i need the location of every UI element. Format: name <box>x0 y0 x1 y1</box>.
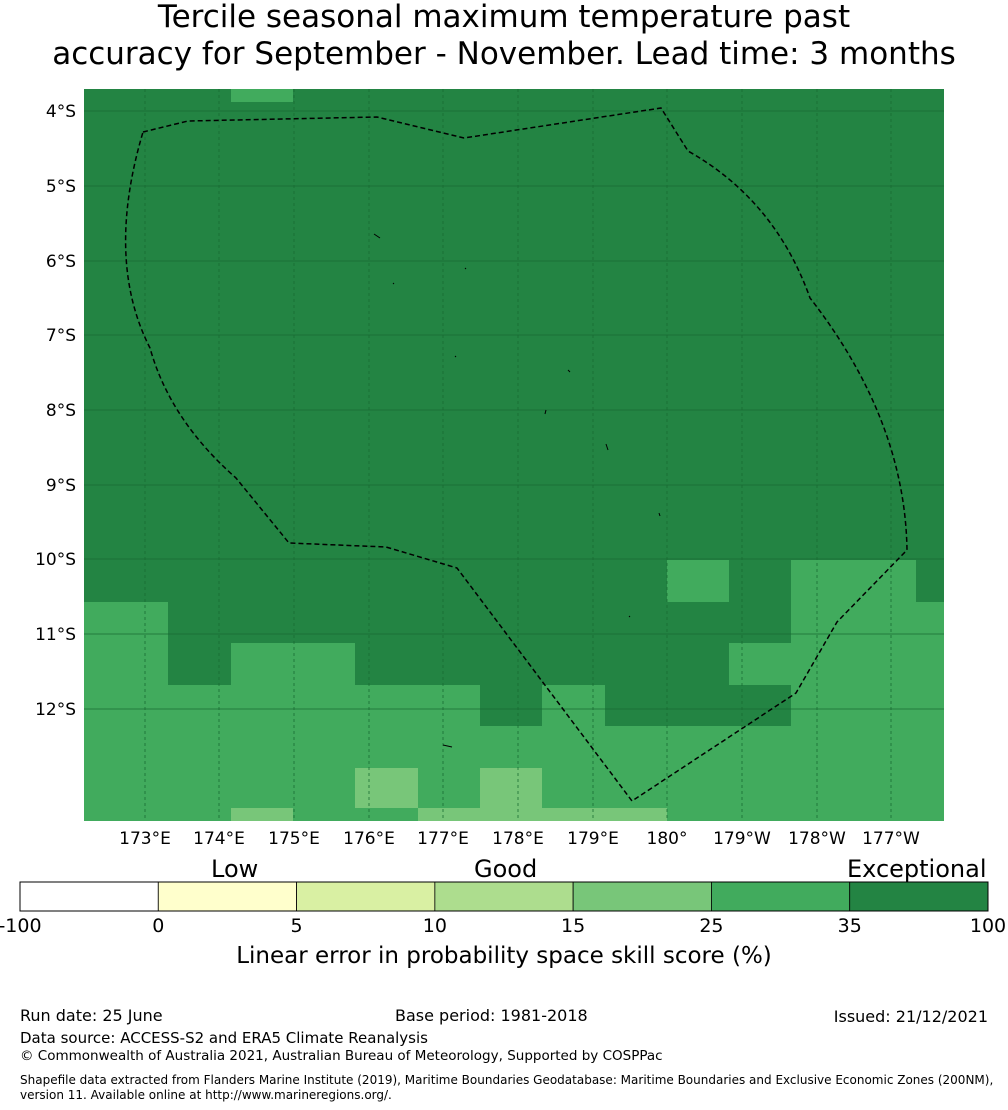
colorbar-tick-label: 15 <box>561 915 586 937</box>
latitude-label: 11°S <box>35 625 76 645</box>
issued-date: Issued: 21/12/2021 <box>833 1007 988 1026</box>
colorbar-segment <box>296 881 436 912</box>
longitude-label: 176°E <box>343 829 395 849</box>
skill-cell <box>231 808 293 821</box>
colorbar-category-exceptional: Exceptional <box>847 855 987 883</box>
colorbar-tick-label: 35 <box>837 915 862 937</box>
colorbar-tick-label: 10 <box>422 915 447 937</box>
longitude-label: 178°E <box>492 829 544 849</box>
skill-cell <box>542 685 605 821</box>
skill-cell <box>605 726 667 821</box>
colorbar-segment <box>572 881 712 912</box>
skill-cell <box>791 560 916 821</box>
colorbar-label: Linear error in probability space skill … <box>236 943 772 969</box>
longitude-label: 179°W <box>713 829 771 849</box>
longitude-label: 177°W <box>862 829 920 849</box>
skill-cell <box>729 643 791 685</box>
latitude-label: 10°S <box>35 550 76 570</box>
latitude-label: 5°S <box>46 177 76 197</box>
latitude-label: 4°S <box>46 102 76 122</box>
colorbar-tick-label: 100 <box>969 915 1007 937</box>
latitude-labels: 4°S 5°S 6°S 7°S 8°S 9°S 10°S 11°S 12°S <box>35 102 76 720</box>
latitude-label: 9°S <box>46 476 76 496</box>
land-islands <box>373 233 661 748</box>
colorbar-outline <box>19 881 989 912</box>
skill-cell <box>84 602 168 821</box>
skill-cell <box>480 768 542 808</box>
latitude-label: 6°S <box>46 252 76 272</box>
longitude-label: 174°E <box>193 829 245 849</box>
colorbar-segment <box>157 881 297 912</box>
chart-title-line-1: Tercile seasonal maximum temperature pas… <box>157 0 851 35</box>
longitude-label: 177°E <box>417 829 469 849</box>
skill-cell <box>667 726 791 821</box>
skill-cell <box>916 602 944 821</box>
longitude-label: 175°E <box>268 829 320 849</box>
shapefile-credit-line-1: Shapefile data extracted from Flanders M… <box>20 1073 994 1087</box>
colorbar-tick-label: -100 <box>0 915 42 937</box>
shapefile-credit-line-2: version 11. Available online at http://w… <box>20 1088 392 1102</box>
longitude-label: 179°E <box>567 829 619 849</box>
skill-grid <box>84 89 944 821</box>
colorbar-category-low: Low <box>211 855 259 883</box>
skill-cell <box>231 89 293 102</box>
colorbar-segment <box>849 881 989 912</box>
base-period: Base period: 1981-2018 <box>395 1006 588 1025</box>
colorbar-segment <box>711 881 851 912</box>
map-gridlines <box>84 89 944 821</box>
colorbar-tick-label: 5 <box>290 915 303 937</box>
latitude-label: 7°S <box>46 326 76 346</box>
skill-cell <box>667 560 729 602</box>
copyright: © Commonwealth of Australia 2021, Austra… <box>20 1048 663 1064</box>
run-date: Run date: 25 June <box>20 1006 163 1025</box>
colorbar-tick-label: 0 <box>152 915 165 937</box>
skill-cell <box>355 768 418 808</box>
colorbar-tick-label: 25 <box>699 915 724 937</box>
eez-boundary <box>124 107 908 803</box>
longitude-label: 178°W <box>788 829 846 849</box>
latitude-label: 8°S <box>46 401 76 421</box>
data-source: Data source: ACCESS-S2 and ERA5 Climate … <box>20 1029 428 1047</box>
longitude-label: 173°E <box>119 829 171 849</box>
colorbar-segment <box>19 881 159 912</box>
colorbar <box>19 881 989 912</box>
colorbar-category-good: Good <box>474 855 538 883</box>
latitude-label: 12°S <box>35 700 76 720</box>
skill-cell <box>231 643 355 821</box>
skill-cell <box>418 808 667 821</box>
colorbar-segment <box>434 881 574 912</box>
chart-title-line-2: accuracy for September - November. Lead … <box>52 36 956 72</box>
skill-cell <box>168 685 231 821</box>
longitude-label: 180° <box>647 829 688 849</box>
longitude-labels: 173°E 174°E 175°E 176°E 177°E 178°E 179°E 180° 1… <box>119 829 920 849</box>
